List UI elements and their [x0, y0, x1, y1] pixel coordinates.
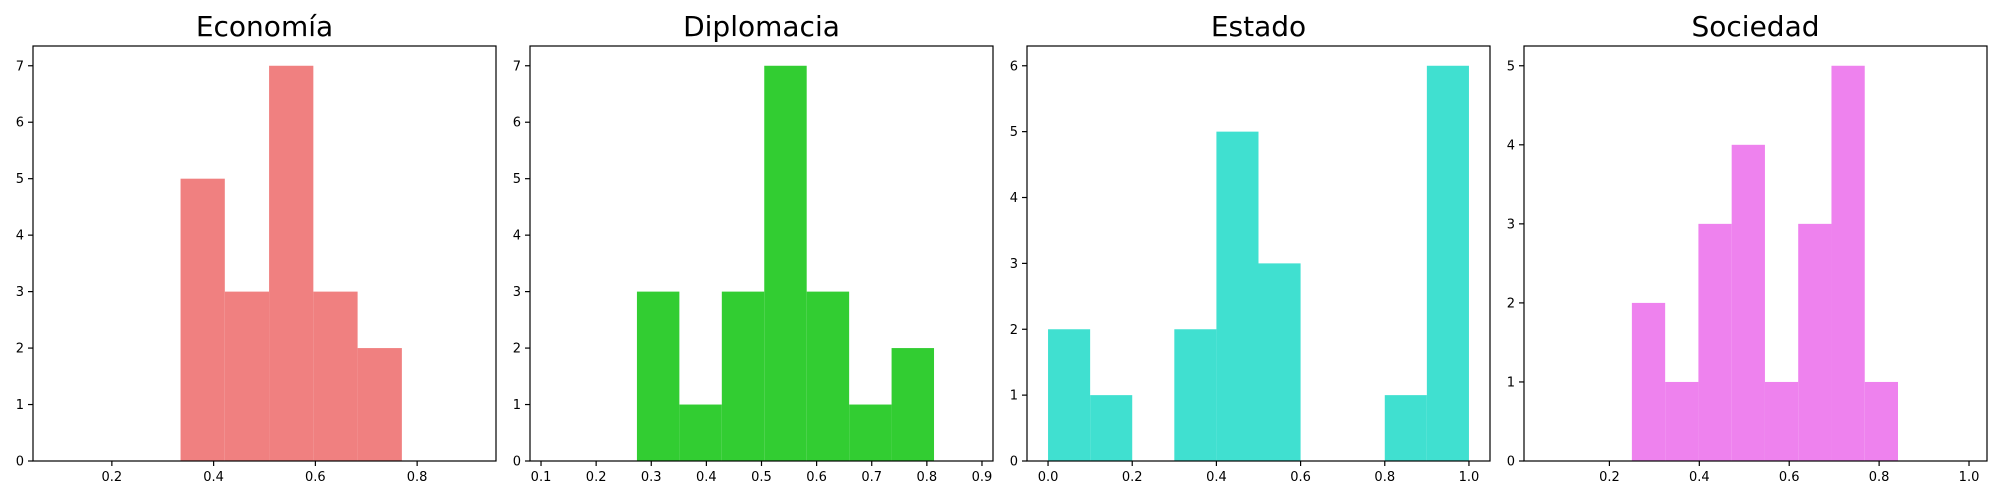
- y-tick-label: 3: [1507, 217, 1515, 232]
- axes-frame: [1523, 45, 1988, 462]
- histogram-bars: [1631, 65, 1898, 462]
- histogram-panel-3: Estado 0.0 0.2 0.4 0.6 0.8 1.0 0 1 2 3 4 5 6: [1010, 10, 1491, 485]
- x-tick-label: 0.4: [203, 470, 224, 485]
- x-tick-label: 0.2: [1599, 470, 1620, 485]
- histogram-bar: [313, 291, 358, 461]
- y-tick-label: 5: [16, 172, 24, 187]
- x-tick-label: 0.7: [861, 470, 882, 485]
- histogram-bar: [1698, 223, 1732, 461]
- x-tick-label: 0.8: [1869, 470, 1890, 485]
- histogram-bar: [721, 291, 765, 461]
- x-tick-label: 1.0: [1959, 470, 1980, 485]
- y-tick-label: 5: [1010, 125, 1018, 140]
- y-tick-label: 7: [513, 59, 521, 74]
- histogram-bars: [636, 65, 935, 461]
- x-tick-label: 0.8: [1374, 470, 1395, 485]
- histogram-bar: [1216, 131, 1259, 461]
- histogram-bar: [1426, 65, 1469, 461]
- histogram-bar: [1258, 263, 1301, 461]
- histogram-bar: [1665, 381, 1699, 461]
- histogram-bar: [636, 291, 680, 461]
- y-tick-label: 6: [1010, 59, 1018, 74]
- histogram-bar: [1048, 329, 1091, 461]
- x-tick-label: 0.6: [1779, 470, 1800, 485]
- histogram-bar: [1864, 381, 1898, 461]
- y-tick-label: 3: [16, 285, 24, 300]
- x-tick-label: 1.0: [1459, 470, 1480, 485]
- x-tick-label: 0.2: [102, 470, 123, 485]
- y-tick-label: 6: [513, 116, 521, 131]
- histogram-bars: [1048, 65, 1469, 461]
- histogram-bar: [269, 65, 314, 461]
- histogram-bar: [1764, 381, 1799, 461]
- x-tick-label: 0.5: [751, 470, 772, 485]
- histogram-bar: [180, 178, 225, 461]
- histogram-panel-1: Economía 0.2 0.4 0.6 0.8 0 1 2 3 4 5 6 7: [16, 10, 497, 485]
- y-tick-label: 2: [1507, 296, 1515, 311]
- histogram-bar: [1731, 144, 1765, 462]
- x-tick-label: 0.9: [972, 470, 993, 485]
- x-tick-label: 0.4: [1689, 470, 1710, 485]
- histogram-bar: [1831, 65, 1865, 461]
- x-tick-label: 0.4: [696, 470, 717, 485]
- histogram-bar: [224, 291, 270, 461]
- y-tick-label: 4: [513, 229, 521, 244]
- y-tick-label: 0: [1010, 455, 1018, 470]
- axes-frame: [1026, 45, 1491, 462]
- y-tick-label: 1: [513, 398, 521, 413]
- y-tick-label: 4: [1010, 191, 1018, 206]
- histogram-bar: [1384, 395, 1427, 461]
- x-tick-label: 0.3: [641, 470, 662, 485]
- y-tick-label: 0: [1507, 455, 1515, 470]
- x-tick-label: 0.6: [305, 470, 326, 485]
- y-tick-label: 6: [16, 116, 24, 131]
- y-tick-label: 2: [16, 342, 24, 357]
- y-tick-label: 4: [1507, 138, 1515, 153]
- y-tick-label: 5: [1507, 59, 1515, 74]
- axes-frame: [32, 45, 497, 462]
- histogram-bar: [806, 291, 850, 461]
- x-tick-label: 0.8: [407, 470, 428, 485]
- x-tick-label: 0.0: [1038, 470, 1059, 485]
- histogram-bar: [891, 348, 935, 461]
- panel-title: Diplomacia: [683, 10, 840, 43]
- histogram-bars: [180, 65, 402, 461]
- y-tick-label: 2: [513, 342, 521, 357]
- histogram-bar: [849, 404, 892, 461]
- y-tick-label: 2: [1010, 323, 1018, 338]
- y-tick-label: 3: [1010, 257, 1018, 272]
- y-tick-label: 7: [16, 59, 24, 74]
- histogram-bar: [357, 348, 402, 461]
- x-tick-label: 0.4: [1206, 470, 1227, 485]
- panel-title: Economía: [196, 10, 333, 43]
- histogram-bar: [1174, 329, 1217, 461]
- x-tick-label: 0.2: [586, 470, 607, 485]
- histogram-panel-2: Diplomacia 0.1 0.2 0.3 0.4 0.5 0.6 0.7 0.8 0.9 0 1 2…: [513, 10, 994, 485]
- x-tick-label: 0.6: [1290, 470, 1311, 485]
- y-tick-label: 0: [16, 455, 24, 470]
- histogram-bar: [1090, 395, 1133, 461]
- panel-title: Estado: [1211, 10, 1306, 43]
- x-tick-label: 0.6: [806, 470, 827, 485]
- histogram-panel-4: Sociedad 0.2 0.4 0.6 0.8 1.0 0 1 2 3 4 5: [1507, 10, 1988, 485]
- y-tick-label: 1: [1010, 389, 1018, 404]
- y-tick-label: 1: [1507, 375, 1515, 390]
- y-tick-label: 4: [16, 229, 24, 244]
- histogram-bar: [1798, 223, 1832, 461]
- panel-title: Sociedad: [1691, 10, 1819, 43]
- y-tick-label: 0: [513, 455, 521, 470]
- histogram-bar: [1631, 302, 1666, 461]
- histogram-bar: [764, 65, 807, 461]
- x-tick-label: 0.8: [917, 470, 938, 485]
- x-tick-label: 0.2: [1122, 470, 1143, 485]
- y-tick-label: 5: [513, 172, 521, 187]
- x-tick-label: 0.1: [531, 470, 552, 485]
- y-tick-label: 1: [16, 398, 24, 413]
- histogram-bar: [679, 404, 722, 461]
- y-tick-label: 3: [513, 285, 521, 300]
